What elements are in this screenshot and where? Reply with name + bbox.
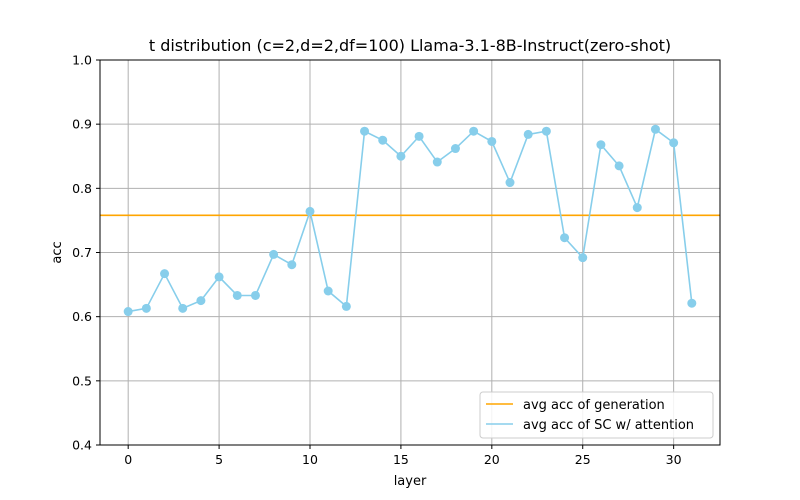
legend-label-sc-attention: avg acc of SC w/ attention (523, 418, 694, 433)
y-tick-label: 0.5 (72, 373, 92, 388)
legend-label-generation: avg acc of generation (523, 398, 665, 413)
y-axis-label: acc (50, 241, 65, 263)
chart-title: t distribution (c=2,d=2,df=100) Llama-3.… (149, 36, 671, 55)
legend: avg acc of generation avg acc of SC w/ at… (479, 391, 714, 439)
data-point (650, 124, 660, 134)
y-tick-label: 0.7 (72, 245, 92, 260)
data-point (487, 136, 497, 146)
y-tick-label: 0.8 (72, 181, 92, 196)
data-point (632, 203, 642, 213)
data-point (614, 161, 624, 171)
data-point (578, 253, 588, 263)
x-axis-label: layer (394, 474, 427, 489)
data-point (560, 233, 570, 243)
legend-box (479, 391, 714, 439)
data-point (669, 138, 679, 148)
data-point (450, 144, 460, 154)
x-tick-label: 25 (575, 452, 591, 467)
data-point (232, 290, 242, 300)
data-point (414, 131, 424, 141)
y-tick-label: 1.0 (72, 53, 92, 68)
x-tick-label: 0 (124, 452, 132, 467)
data-point (287, 260, 297, 270)
data-point (396, 151, 406, 161)
x-tick-label: 15 (393, 452, 409, 467)
y-tick-label: 0.6 (72, 309, 92, 324)
data-point (250, 290, 260, 300)
series-line (128, 127, 693, 313)
data-point (687, 298, 697, 308)
axis-ticks: 0 5 10 15 20 25 30 0.4 0.5 0.6 0.7 0.8 0.9 1.0 (72, 53, 682, 468)
x-tick-label: 5 (215, 452, 223, 467)
data-point (305, 206, 315, 216)
data-point (196, 296, 206, 306)
y-tick-label: 0.9 (72, 117, 92, 132)
data-point (160, 269, 170, 279)
data-point (432, 157, 442, 167)
data-point (341, 301, 351, 311)
data-point (178, 303, 188, 313)
grid (100, 59, 720, 446)
x-tick-label: 20 (484, 452, 500, 467)
data-point (596, 140, 606, 150)
data-point (378, 135, 388, 145)
data-point (269, 249, 279, 259)
data-point (523, 129, 533, 139)
series-layer (123, 124, 697, 317)
x-tick-label: 30 (666, 452, 682, 467)
data-point (123, 307, 133, 317)
y-tick-label: 0.4 (72, 438, 92, 453)
data-point (469, 126, 479, 136)
data-point (323, 286, 333, 296)
data-point (505, 178, 515, 188)
data-point (541, 126, 551, 136)
data-point (360, 126, 370, 136)
x-tick-label: 10 (302, 452, 318, 467)
data-point (141, 303, 151, 313)
data-point (214, 272, 224, 282)
